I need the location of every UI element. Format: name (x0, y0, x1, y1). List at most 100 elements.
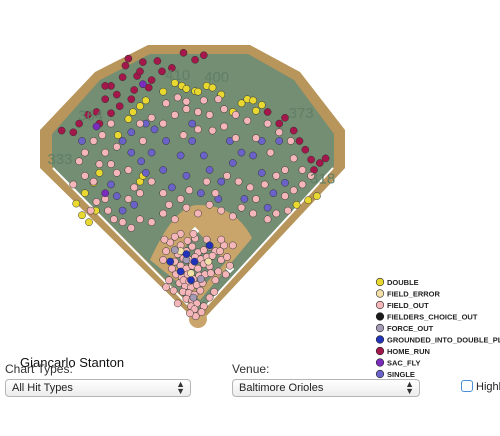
hit-point-field-out[interactable] (170, 111, 179, 119)
chart-types-select[interactable]: All Hit Types ▲ ▼ (5, 379, 191, 397)
hit-point-field-out[interactable] (298, 180, 307, 189)
hit-point-field-out[interactable] (272, 209, 281, 218)
hit-point-field-out[interactable] (110, 215, 118, 224)
hit-point-home-run[interactable] (179, 48, 188, 57)
hit-point-field-out[interactable] (162, 99, 170, 108)
hit-point-field-out[interactable] (194, 125, 202, 134)
hit-point-home-run[interactable] (57, 126, 66, 135)
hit-point-field-out[interactable] (173, 299, 182, 308)
hit-point-home-run[interactable] (289, 126, 298, 135)
hit-point-double[interactable] (72, 199, 81, 208)
hit-point-force-out[interactable] (170, 246, 179, 254)
hit-point-double[interactable] (95, 169, 104, 177)
hit-point-grounded-into-double-play[interactable] (205, 241, 214, 250)
hit-point-sac-fly[interactable] (101, 189, 110, 198)
hit-point-single[interactable] (240, 195, 249, 203)
hit-point-grounded-into-double-play[interactable] (166, 257, 175, 266)
hit-point-field-out[interactable] (220, 105, 228, 113)
hit-point-home-run[interactable] (115, 102, 124, 111)
hit-point-home-run[interactable] (92, 108, 101, 116)
hit-point-field-out[interactable] (246, 183, 255, 192)
hit-point-single[interactable] (188, 119, 197, 128)
hit-point-single[interactable] (188, 137, 197, 145)
hit-point-double[interactable] (304, 196, 313, 205)
hit-point-field-out[interactable] (169, 286, 178, 295)
hit-point-home-run[interactable] (144, 83, 153, 92)
hit-point-home-run[interactable] (263, 108, 272, 116)
hit-point-field-out[interactable] (223, 171, 231, 180)
hit-point-sac-fly[interactable] (139, 80, 147, 89)
hit-point-field-out[interactable] (243, 116, 252, 125)
hit-point-field-out[interactable] (231, 111, 240, 119)
hit-point-field-out[interactable] (160, 235, 169, 244)
hit-point-home-run[interactable] (321, 154, 330, 163)
hit-point-field-out[interactable] (185, 186, 194, 195)
hit-point-field-out[interactable] (89, 137, 98, 145)
hit-point-double[interactable] (170, 79, 179, 87)
hit-point-field-out[interactable] (307, 171, 315, 180)
hit-point-field-out[interactable] (217, 206, 226, 215)
hit-point-home-run[interactable] (315, 159, 324, 167)
hit-point-field-out[interactable] (92, 198, 101, 206)
hit-point-double[interactable] (159, 87, 168, 96)
hit-point-home-run[interactable] (69, 128, 78, 137)
hit-point-field-out[interactable] (159, 189, 168, 198)
hit-point-field-out[interactable] (165, 276, 173, 285)
hit-point-field-out[interactable] (173, 93, 182, 102)
hit-point-double[interactable] (237, 99, 246, 108)
hit-point-field-out[interactable] (205, 200, 214, 209)
hit-point-single[interactable] (78, 137, 86, 145)
hit-point-field-out[interactable] (81, 148, 89, 157)
hit-point-field-out[interactable] (159, 209, 168, 218)
hit-point-field-out[interactable] (136, 215, 144, 224)
hit-point-field-out[interactable] (182, 97, 191, 106)
hit-point-field-out[interactable] (221, 270, 230, 279)
hit-point-field-out[interactable] (130, 183, 139, 192)
hit-point-home-run[interactable] (127, 95, 136, 104)
hit-point-home-run[interactable] (307, 155, 315, 164)
hit-point-single[interactable] (257, 169, 266, 177)
hit-point-field-out[interactable] (194, 264, 202, 273)
hit-point-field-out[interactable] (289, 154, 298, 163)
hit-point-single[interactable] (182, 171, 191, 180)
hit-point-home-run[interactable] (199, 51, 208, 60)
hit-point-field-out[interactable] (275, 128, 284, 137)
hit-point-field-out[interactable] (170, 232, 179, 241)
hit-point-home-run[interactable] (124, 54, 133, 63)
hit-point-field-out[interactable] (234, 177, 243, 186)
hit-point-field-out[interactable] (281, 192, 289, 200)
hit-point-field-out[interactable] (188, 242, 197, 251)
hit-point-field-out[interactable] (210, 287, 219, 296)
hit-point-double[interactable] (252, 106, 260, 115)
hit-point-double[interactable] (249, 96, 257, 105)
hit-point-single[interactable] (217, 177, 226, 186)
hit-point-field-out[interactable] (186, 309, 194, 318)
venue-select[interactable]: Baltimore Orioles ▲ ▼ (232, 379, 420, 397)
hit-point-field-out[interactable] (205, 293, 214, 302)
hit-point-field-out[interactable] (189, 229, 198, 238)
hit-point-field-out[interactable] (107, 160, 115, 169)
hit-point-home-run[interactable] (295, 137, 304, 145)
hit-point-double[interactable] (292, 200, 301, 209)
hit-point-field-out[interactable] (118, 218, 127, 227)
hit-point-home-run[interactable] (118, 73, 127, 82)
hit-point-home-run[interactable] (153, 57, 162, 65)
hit-point-field-out[interactable] (182, 105, 191, 113)
hit-point-field-out[interactable] (170, 215, 179, 224)
hit-point-field-out[interactable] (263, 119, 272, 128)
hit-point-double[interactable] (313, 192, 321, 200)
hit-point-field-out[interactable] (136, 189, 144, 198)
hit-point-double[interactable] (136, 102, 144, 111)
hit-point-single[interactable] (118, 206, 127, 215)
hit-point-single[interactable] (249, 151, 257, 160)
hit-point-field-out[interactable] (104, 206, 112, 215)
hit-point-single[interactable] (118, 137, 127, 145)
hit-point-field-out[interactable] (182, 203, 191, 212)
hit-point-single[interactable] (237, 148, 246, 157)
hit-point-single[interactable] (263, 203, 272, 212)
hit-point-single[interactable] (281, 178, 289, 187)
hit-point-force-out[interactable] (197, 275, 205, 283)
hit-point-field-out[interactable] (263, 215, 272, 224)
hit-point-field-out[interactable] (95, 160, 104, 169)
hit-point-field-out[interactable] (289, 186, 298, 195)
